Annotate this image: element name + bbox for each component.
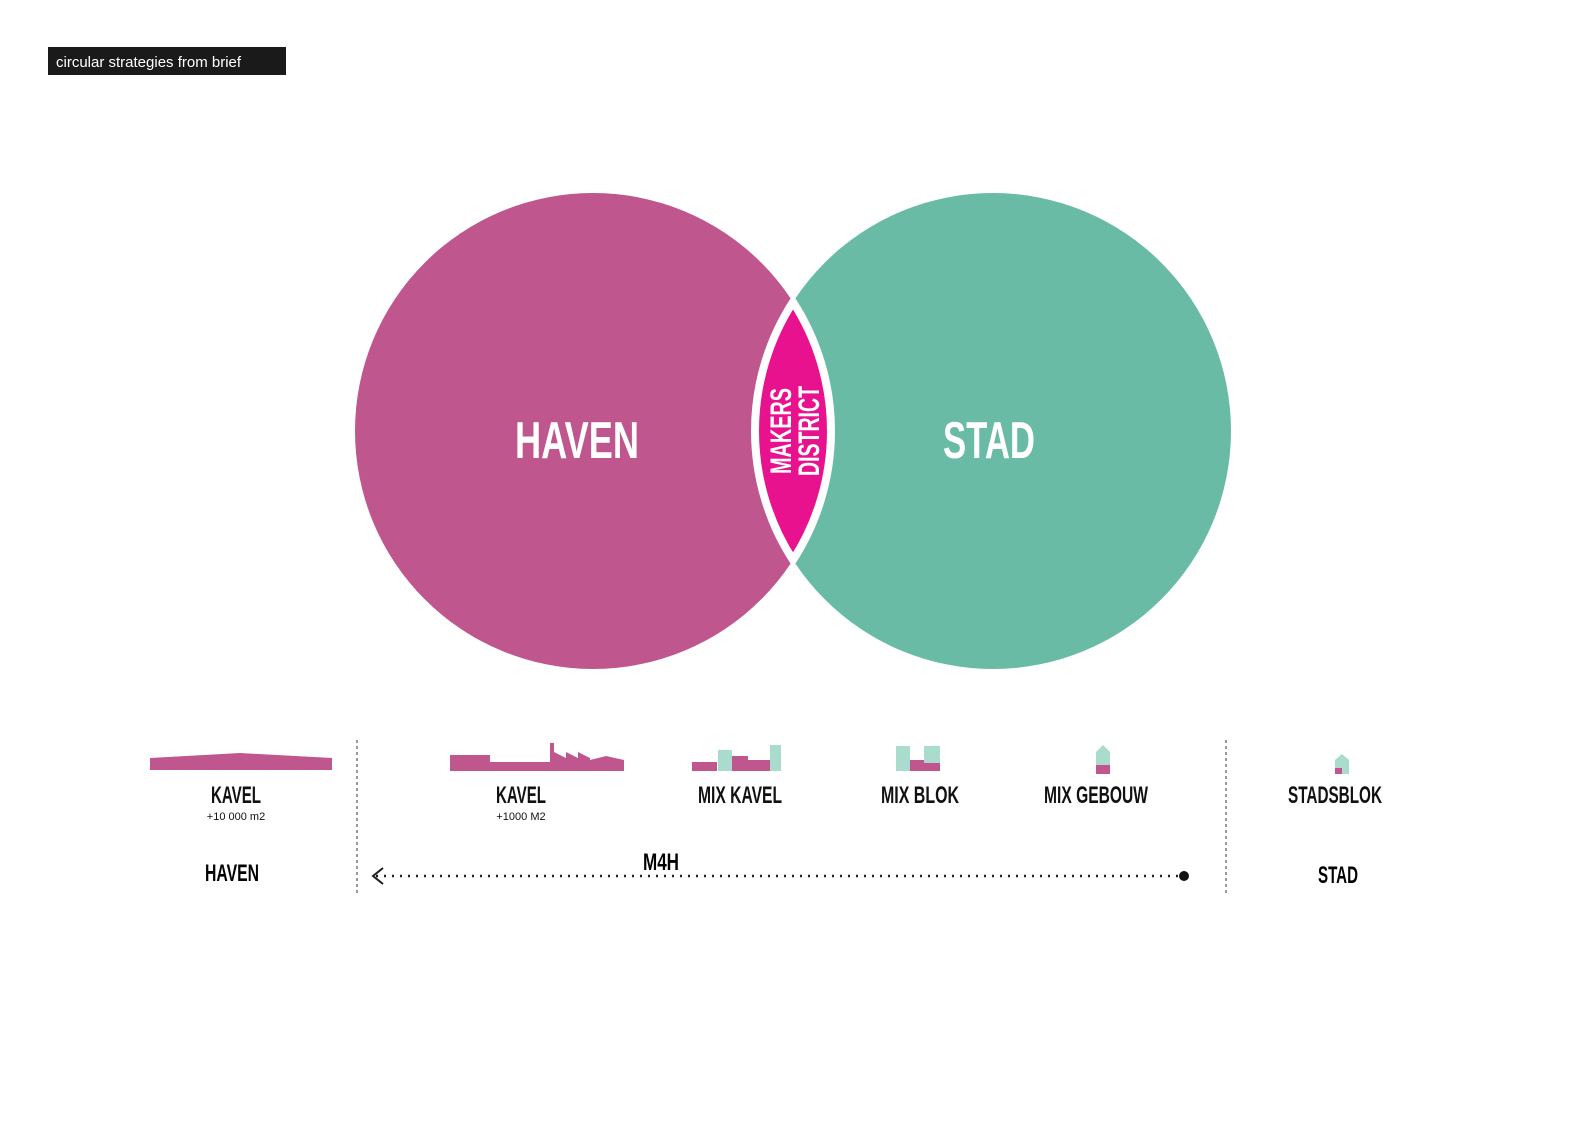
icon (150, 753, 332, 770)
icon (1096, 745, 1110, 774)
title: circular strategies from brief (56, 54, 242, 71)
scale-sublabel: +10 000 m2 (207, 811, 265, 823)
arrow-dot (1179, 871, 1189, 881)
scale-label: KAVEL (496, 782, 546, 809)
icon (450, 743, 624, 771)
middle-label: M4H (643, 849, 679, 876)
icon (692, 745, 781, 771)
arrow-head (371, 867, 384, 885)
end-label: STAD (1318, 862, 1358, 889)
overlap-label: DISTRICT (793, 386, 826, 476)
haven-label: HAVEN (515, 412, 639, 470)
icon (896, 746, 940, 771)
scale-label: MIX BLOK (881, 782, 959, 809)
scale-label: KAVEL (211, 782, 261, 809)
scale-label: MIX GEBOUW (1044, 782, 1148, 809)
title-box (48, 47, 286, 75)
scale-label: MIX KAVEL (698, 782, 782, 809)
scale-label: STADSBLOK (1288, 782, 1382, 809)
icon (1335, 754, 1349, 774)
stad-circle (755, 193, 1231, 669)
end-label: HAVEN (205, 860, 259, 887)
stad-label: STAD (943, 412, 1035, 470)
scale-sublabel: +1000 M2 (496, 811, 545, 823)
overlap-lens (751, 294, 835, 568)
overlap-label: MAKERS (765, 388, 798, 474)
haven-circle (355, 193, 831, 669)
